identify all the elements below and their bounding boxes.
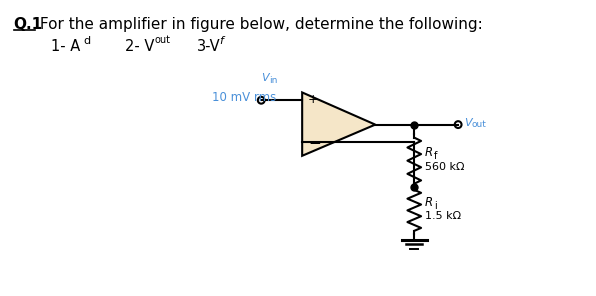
Text: +: + [308,93,319,106]
Text: Q.1: Q.1 [14,17,43,32]
Text: 1- A: 1- A [51,39,80,54]
Circle shape [258,97,265,104]
Circle shape [455,121,461,128]
Text: V: V [464,118,471,128]
Text: V: V [261,73,269,83]
Text: out: out [472,120,487,129]
Text: d: d [84,36,91,46]
Text: 1.5 kΩ: 1.5 kΩ [425,211,461,221]
Text: 10 mV rms: 10 mV rms [213,91,277,104]
Text: f: f [219,36,223,46]
Polygon shape [302,92,375,156]
Text: f: f [434,151,437,161]
Text: 3-V: 3-V [197,39,221,54]
Text: −: − [308,136,321,151]
Text: in: in [269,76,277,85]
Text: i: i [434,200,436,210]
Text: R: R [425,147,433,159]
Text: For the amplifier in figure below, determine the following:: For the amplifier in figure below, deter… [35,17,483,32]
Text: out: out [154,35,170,45]
Text: 2- V: 2- V [125,39,154,54]
Text: 560 kΩ: 560 kΩ [425,162,464,171]
Text: R: R [425,196,433,209]
